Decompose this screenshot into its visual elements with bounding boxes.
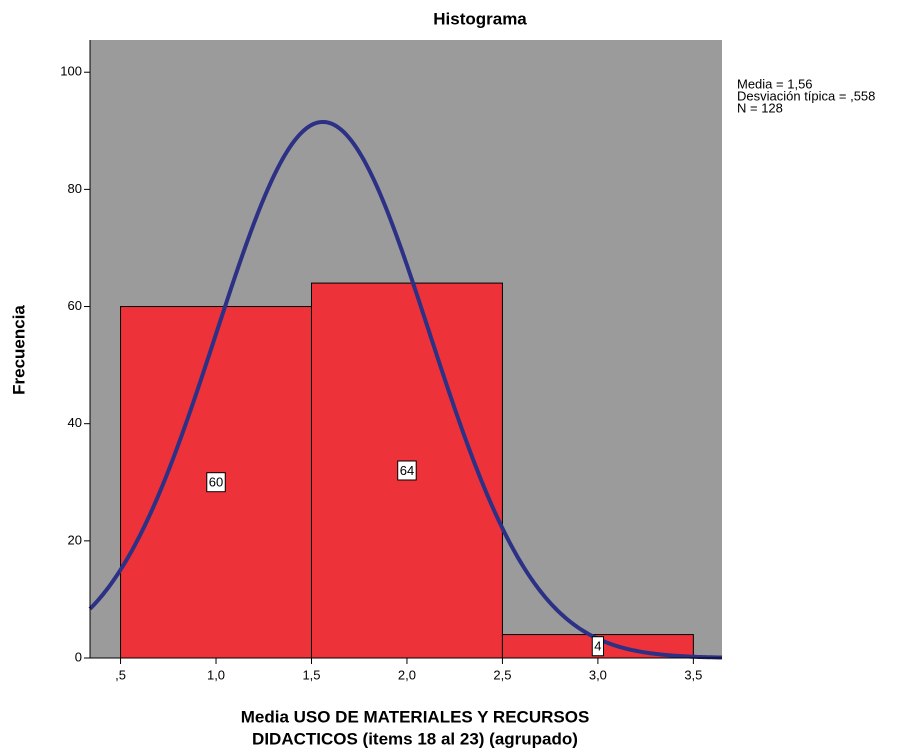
y-tick-label: 20 xyxy=(68,532,82,547)
y-tick-label: 80 xyxy=(68,181,82,196)
y-tick-label: 60 xyxy=(68,298,82,313)
x-tick-label: 2,5 xyxy=(493,667,511,682)
x-tick-label: 1,0 xyxy=(207,667,225,682)
x-axis-label: Media USO DE MATERIALES Y RECURSOS xyxy=(241,707,590,726)
value-label-box xyxy=(397,460,417,481)
stat-label: Desviación típica = ,558 xyxy=(737,88,875,103)
x-tick-label: 3,5 xyxy=(684,667,702,682)
chart-title: Histograma xyxy=(433,9,527,28)
stat-label: Media = 1,56 xyxy=(737,76,813,91)
normal-curve xyxy=(88,119,723,660)
value-label-box xyxy=(591,636,605,657)
stat-label: N = 128 xyxy=(737,100,783,115)
y-tick-label: 40 xyxy=(68,415,82,430)
value-label-box xyxy=(206,472,226,493)
x-tick-label: ,5 xyxy=(115,667,126,682)
x-axis-label: DIDACTICOS (items 18 al 23) (agrupado) xyxy=(252,729,578,748)
y-axis-label: Frecuencia xyxy=(9,305,28,395)
y-tick-label: 0 xyxy=(75,649,82,664)
value-label: 64 xyxy=(400,463,414,478)
x-tick-label: 3,0 xyxy=(589,667,607,682)
value-label: 4 xyxy=(594,639,601,654)
x-tick-label: 1,5 xyxy=(302,667,320,682)
x-tick-label: 2,0 xyxy=(398,667,416,682)
y-tick-label: 100 xyxy=(60,64,82,79)
value-label: 60 xyxy=(209,475,223,490)
